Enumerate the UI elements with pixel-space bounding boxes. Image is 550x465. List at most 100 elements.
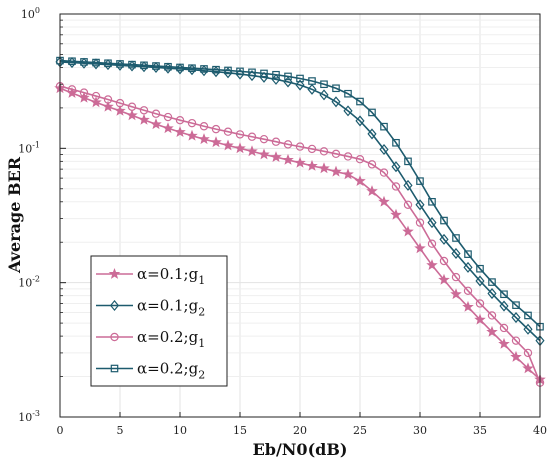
- data-point-diamond: [283, 76, 293, 88]
- data-point-square: [164, 62, 172, 71]
- data-point-square: [188, 64, 196, 72]
- x-tick-label: 35: [473, 424, 487, 437]
- data-point-square: [92, 58, 100, 67]
- x-tick-label: 15: [233, 424, 247, 437]
- x-tick-label: 25: [353, 424, 367, 437]
- data-point-star: [510, 350, 522, 362]
- data-point-circle: [307, 144, 317, 154]
- data-point-star: [474, 313, 486, 325]
- data-point-square: [68, 57, 76, 66]
- data-point-star: [222, 139, 234, 151]
- data-point-circle: [439, 256, 449, 266]
- data-point-diamond: [487, 287, 497, 300]
- data-point-star: [294, 156, 306, 168]
- data-point-square: [116, 60, 124, 68]
- data-point-star: [282, 153, 294, 165]
- data-point-star: [342, 168, 354, 180]
- data-point-circle: [91, 91, 101, 101]
- data-point-diamond: [235, 68, 245, 80]
- data-point-star: [378, 195, 390, 207]
- data-point-diamond: [439, 233, 449, 245]
- data-point-diamond: [427, 217, 437, 229]
- data-point-star: [462, 300, 474, 312]
- data-point-circle: [427, 239, 437, 248]
- data-point-square: [80, 58, 88, 66]
- data-point-square: [260, 69, 268, 78]
- data-point-square: [308, 77, 316, 85]
- data-point-circle: [343, 152, 353, 161]
- data-point-star: [138, 113, 150, 125]
- series-1: [54, 82, 546, 385]
- data-point-diamond: [355, 115, 365, 127]
- legend-label: α=0.2;g2: [137, 360, 205, 382]
- x-tick-label: 5: [117, 424, 124, 437]
- data-point-circle: [151, 109, 161, 118]
- data-point-star: [198, 133, 210, 145]
- data-point-circle: [355, 155, 365, 164]
- legend-entry: α=0.1;g1: [96, 265, 205, 287]
- data-point-circle: [403, 200, 413, 209]
- data-point-star: [426, 259, 438, 271]
- data-point-diamond: [343, 105, 353, 117]
- data-point-circle: [463, 286, 473, 295]
- data-point-star: [414, 242, 426, 254]
- data-point-square: [200, 65, 208, 73]
- data-point-circle: [499, 323, 509, 333]
- data-point-star: [318, 162, 330, 174]
- x-tick-label: 0: [57, 424, 64, 437]
- series-2: [55, 56, 545, 347]
- data-point-square: [380, 122, 388, 131]
- legend-label: α=0.1;g1: [137, 265, 205, 287]
- legend-box: [90, 255, 228, 387]
- data-point-square: [392, 138, 400, 147]
- y-tick-label: 10-1: [18, 140, 40, 155]
- data-point-square: [500, 290, 508, 299]
- data-point-star: [210, 136, 222, 148]
- series-layer: [54, 56, 546, 387]
- data-point-circle: [295, 142, 305, 151]
- data-point-diamond: [391, 161, 401, 173]
- data-point-star: [522, 362, 534, 374]
- legend: α=0.1;g1 α=0.1;g2 α=0.2;g1 α=0.2;g2: [90, 255, 228, 387]
- data-point-circle: [487, 311, 497, 320]
- data-point-circle: [367, 160, 377, 169]
- data-point-square: [272, 70, 280, 79]
- y-axis-label: Average BER: [5, 156, 24, 274]
- x-tick-label: 30: [413, 424, 427, 437]
- data-point-square: [236, 67, 244, 76]
- data-point-circle: [115, 98, 125, 108]
- data-point-diamond: [523, 323, 533, 335]
- data-point-star: [234, 142, 246, 154]
- data-point-star: [330, 165, 342, 177]
- data-point-circle: [391, 182, 401, 191]
- legend-entry: α=0.1;g2: [96, 297, 205, 319]
- series-line: [59, 59, 541, 328]
- data-point-circle: [475, 299, 485, 308]
- data-point-square: [344, 89, 352, 98]
- data-point-diamond: [259, 71, 269, 83]
- data-point-star: [486, 325, 498, 337]
- data-point-circle: [235, 130, 245, 139]
- data-point-star: [102, 100, 114, 112]
- data-point-square: [284, 72, 292, 81]
- data-point-square: [212, 65, 220, 74]
- data-point-diamond: [451, 247, 461, 259]
- data-point-square: [140, 61, 148, 70]
- data-point-diamond: [307, 83, 317, 95]
- data-point-square: [416, 177, 424, 185]
- data-point-diamond: [475, 275, 485, 287]
- data-point-star: [270, 151, 282, 163]
- data-point-diamond: [295, 79, 305, 91]
- data-point-square: [320, 80, 328, 89]
- data-point-square: [428, 197, 436, 206]
- data-point-square: [128, 60, 136, 69]
- data-point-square: [176, 63, 184, 72]
- data-point-star: [246, 145, 258, 157]
- data-point-circle: [451, 272, 461, 282]
- x-tick-label: 40: [533, 424, 547, 437]
- data-point-star: [126, 109, 138, 121]
- data-point-circle: [187, 118, 197, 128]
- legend-marker-circle: [110, 332, 119, 342]
- data-point-circle: [223, 127, 233, 136]
- data-point-star: [162, 122, 174, 134]
